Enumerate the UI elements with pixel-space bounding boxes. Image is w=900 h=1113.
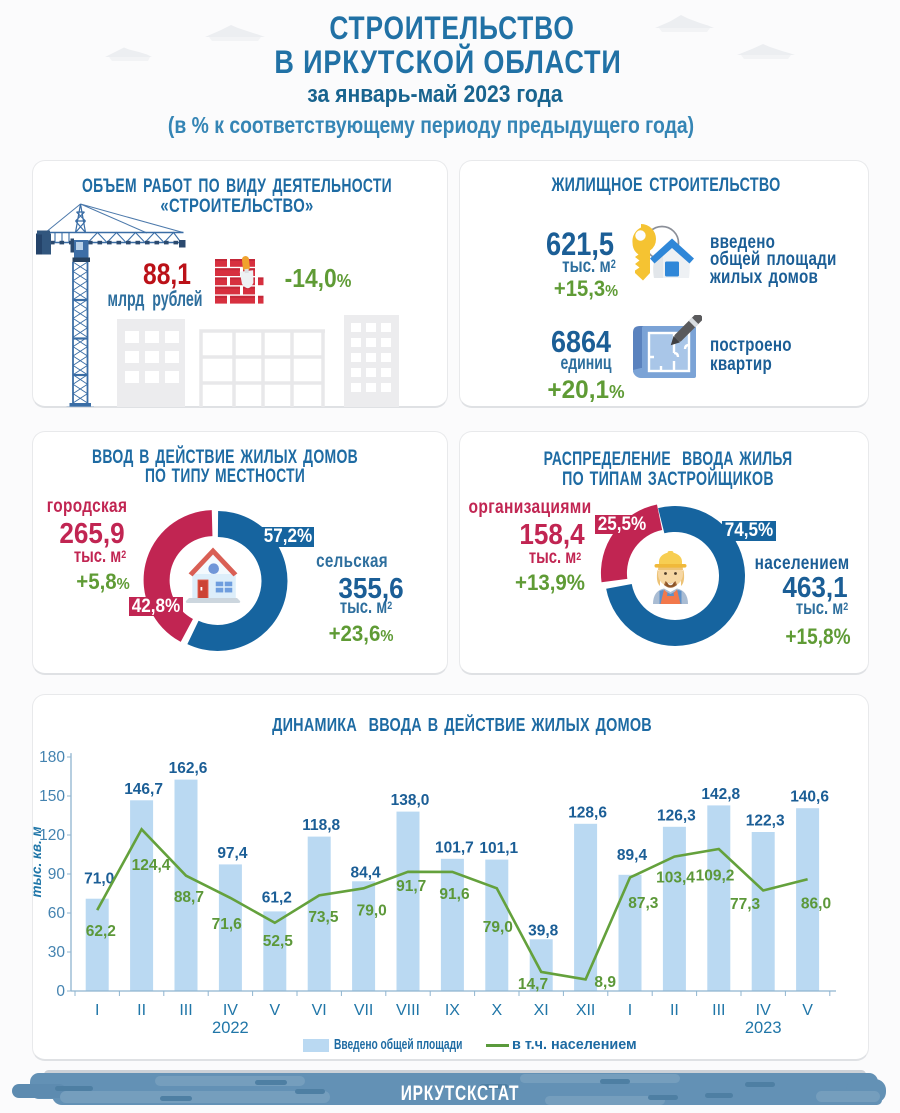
svg-text:87,3: 87,3 [628,895,659,912]
svg-text:IV: IV [756,1002,771,1019]
svg-text:90: 90 [48,866,66,883]
svg-text:73,5: 73,5 [308,909,339,926]
svg-text:77,3: 77,3 [730,896,761,913]
svg-text:VI: VI [312,1002,327,1019]
svg-text:52,5: 52,5 [263,933,294,950]
svg-text:8,9: 8,9 [594,974,616,991]
svg-text:X: X [491,1002,502,1019]
svg-text:128,6: 128,6 [568,804,607,821]
svg-text:71,6: 71,6 [212,916,243,933]
svg-text:118,8: 118,8 [302,817,340,834]
svg-text:XII: XII [576,1002,596,1019]
svg-text:2023: 2023 [745,1019,782,1037]
svg-text:79,0: 79,0 [483,919,513,936]
svg-text:140,6: 140,6 [790,789,829,806]
svg-text:89,4: 89,4 [617,847,648,864]
svg-text:146,7: 146,7 [124,781,163,798]
svg-text:V: V [802,1002,813,1019]
svg-text:I: I [628,1002,632,1019]
svg-text:30: 30 [48,944,66,961]
svg-text:91,7: 91,7 [396,878,426,895]
svg-text:62,2: 62,2 [86,923,116,940]
svg-text:126,3: 126,3 [657,807,696,824]
svg-text:138,0: 138,0 [391,792,430,809]
svg-text:142,8: 142,8 [701,786,740,803]
svg-text:III: III [179,1002,192,1019]
svg-text:V: V [269,1002,280,1019]
svg-text:61,2: 61,2 [262,889,292,906]
svg-text:103,4: 103,4 [656,870,695,887]
svg-text:39,8: 39,8 [528,922,559,939]
svg-text:IV: IV [223,1002,238,1019]
svg-text:86,0: 86,0 [801,896,831,913]
svg-text:II: II [670,1002,679,1019]
svg-text:180: 180 [39,749,65,766]
svg-text:II: II [137,1002,146,1019]
svg-text:101,1: 101,1 [479,840,518,857]
svg-text:120: 120 [39,827,65,844]
svg-text:88,7: 88,7 [174,889,204,906]
svg-text:III: III [712,1002,725,1019]
svg-text:71,0: 71,0 [84,871,114,888]
svg-text:XI: XI [534,1002,549,1019]
svg-text:VIII: VIII [396,1002,420,1019]
svg-text:101,7: 101,7 [435,839,474,856]
svg-text:84,4: 84,4 [351,864,382,881]
svg-text:124,4: 124,4 [132,857,171,874]
svg-text:91,6: 91,6 [439,886,470,903]
svg-text:150: 150 [39,788,65,805]
svg-text:0: 0 [56,983,65,1000]
svg-text:97,4: 97,4 [217,845,248,862]
svg-text:тыс. кв. м: тыс. кв. м [32,826,44,897]
svg-text:IX: IX [445,1002,460,1019]
svg-text:109,2: 109,2 [696,867,735,884]
svg-text:60: 60 [48,905,66,922]
svg-text:VII: VII [354,1002,374,1019]
svg-text:I: I [95,1002,99,1019]
svg-text:162,6: 162,6 [169,760,208,777]
svg-text:122,3: 122,3 [746,813,785,830]
svg-text:2022: 2022 [212,1019,249,1037]
svg-text:79,0: 79,0 [357,903,387,920]
svg-text:14,7: 14,7 [518,976,548,993]
